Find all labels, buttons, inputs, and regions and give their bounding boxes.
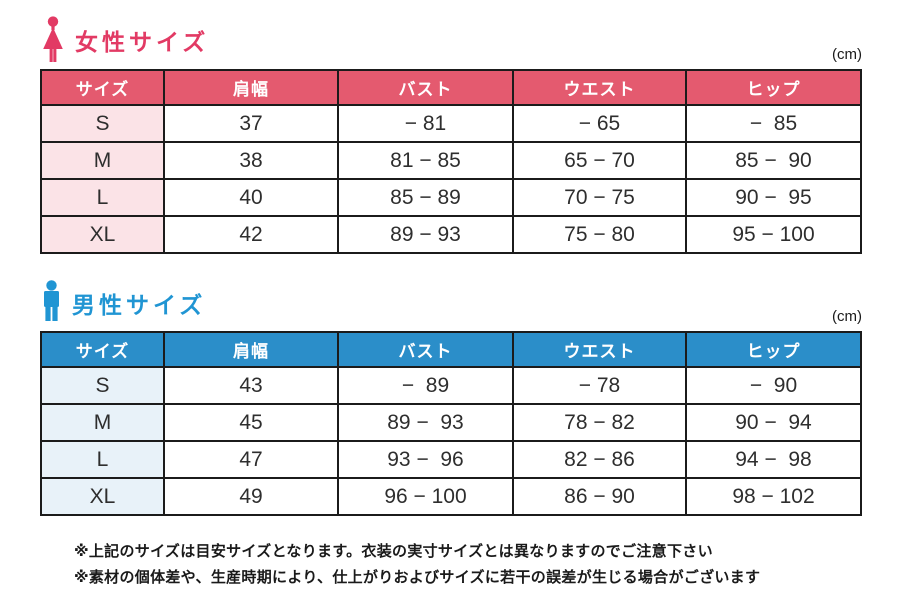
cell-bust: 96 − 100 bbox=[337, 477, 514, 516]
table-row: M 38 81 − 85 65 − 70 85 − 90 bbox=[40, 141, 862, 180]
cell-size: M bbox=[40, 141, 165, 180]
cell-waist: 75 − 80 bbox=[512, 215, 687, 254]
table-header-row: サイズ 肩幅 バスト ウエスト ヒップ bbox=[40, 69, 862, 106]
cell-waist: 82 − 86 bbox=[512, 440, 687, 479]
cell-size: XL bbox=[40, 215, 165, 254]
note-line-1: ※上記のサイズは目安サイズとなります。衣装の実寸サイズとは異なりますのでご注意下… bbox=[74, 543, 713, 560]
cell-size: XL bbox=[40, 477, 165, 516]
cell-hip: 85 − 90 bbox=[685, 141, 862, 180]
cell-shoulder: 45 bbox=[163, 403, 339, 442]
column-header-bust: バスト bbox=[337, 69, 514, 106]
cell-hip: 90 − 94 bbox=[685, 403, 862, 442]
cell-bust: 93 − 96 bbox=[337, 440, 514, 479]
cell-hip: 94 − 98 bbox=[685, 440, 862, 479]
men-size-table: サイズ 肩幅 バスト ウエスト ヒップ S 43 − 89 − 78 − 90 … bbox=[40, 331, 862, 516]
cell-waist: 78 − 82 bbox=[512, 403, 687, 442]
table-header-row: サイズ 肩幅 バスト ウエスト ヒップ bbox=[40, 331, 862, 368]
cell-size: M bbox=[40, 403, 165, 442]
cell-hip: 95 − 100 bbox=[685, 215, 862, 254]
unit-label: (cm) bbox=[832, 46, 862, 63]
men-section-header: 男性サイズ (cm) bbox=[40, 278, 862, 326]
cell-bust: 89 − 93 bbox=[337, 215, 514, 254]
cell-shoulder: 38 bbox=[163, 141, 339, 180]
table-row: L 47 93 − 96 82 − 86 94 − 98 bbox=[40, 440, 862, 479]
cell-shoulder: 37 bbox=[163, 104, 339, 143]
cell-hip: − 85 bbox=[685, 104, 862, 143]
cell-hip: − 90 bbox=[685, 366, 862, 405]
cell-shoulder: 49 bbox=[163, 477, 339, 516]
table-row: XL 49 96 − 100 86 − 90 98 − 102 bbox=[40, 477, 862, 516]
column-header-waist: ウエスト bbox=[512, 331, 687, 368]
men-size-section: 男性サイズ (cm) サイズ 肩幅 バスト ウエスト ヒップ S 43 bbox=[40, 278, 862, 516]
cell-shoulder: 47 bbox=[163, 440, 339, 479]
cell-bust: 85 − 89 bbox=[337, 178, 514, 217]
notes: ※上記のサイズは目安サイズとなります。衣装の実寸サイズとは異なりますのでご注意下… bbox=[74, 540, 862, 587]
cell-waist: 86 − 90 bbox=[512, 477, 687, 516]
cell-waist: − 65 bbox=[512, 104, 687, 143]
cell-hip: 98 − 102 bbox=[685, 477, 862, 516]
cell-bust: 89 − 93 bbox=[337, 403, 514, 442]
cell-bust: − 89 bbox=[337, 366, 514, 405]
cell-bust: − 81 bbox=[337, 104, 514, 143]
column-header-size: サイズ bbox=[40, 331, 165, 368]
women-size-section: 女性サイズ (cm) サイズ 肩幅 バスト ウエスト ヒップ S 37 bbox=[40, 16, 862, 254]
women-section-header: 女性サイズ (cm) bbox=[40, 16, 862, 64]
table-row: S 37 − 81 − 65 − 85 bbox=[40, 104, 862, 143]
women-size-table: サイズ 肩幅 バスト ウエスト ヒップ S 37 − 81 − 65 − 85 … bbox=[40, 69, 862, 254]
column-header-shoulder: 肩幅 bbox=[163, 331, 339, 368]
column-header-waist: ウエスト bbox=[512, 69, 687, 106]
cell-size: L bbox=[40, 440, 165, 479]
women-section-title: 女性サイズ bbox=[75, 29, 210, 55]
cell-size: L bbox=[40, 178, 165, 217]
cell-shoulder: 40 bbox=[163, 178, 339, 217]
cell-shoulder: 43 bbox=[163, 366, 339, 405]
cell-waist: 70 − 75 bbox=[512, 178, 687, 217]
column-header-hip: ヒップ bbox=[685, 331, 862, 368]
table-row: M 45 89 − 93 78 − 82 90 − 94 bbox=[40, 403, 862, 442]
cell-hip: 90 − 95 bbox=[685, 178, 862, 217]
table-row: XL 42 89 − 93 75 − 80 95 − 100 bbox=[40, 215, 862, 254]
column-header-shoulder: 肩幅 bbox=[163, 69, 339, 106]
cell-size: S bbox=[40, 366, 165, 405]
table-row: L 40 85 − 89 70 − 75 90 − 95 bbox=[40, 178, 862, 217]
female-icon bbox=[43, 16, 63, 62]
column-header-bust: バスト bbox=[337, 331, 514, 368]
unit-label: (cm) bbox=[832, 308, 862, 325]
note-line-2: ※素材の個体差や、生産時期により、仕上がりおよびサイズに若干の誤差が生じる場合が… bbox=[74, 569, 761, 586]
male-icon bbox=[44, 280, 59, 321]
column-header-hip: ヒップ bbox=[685, 69, 862, 106]
column-header-size: サイズ bbox=[40, 69, 165, 106]
cell-size: S bbox=[40, 104, 165, 143]
men-section-title: 男性サイズ bbox=[72, 292, 207, 318]
cell-waist: 65 − 70 bbox=[512, 141, 687, 180]
cell-shoulder: 42 bbox=[163, 215, 339, 254]
table-row: S 43 − 89 − 78 − 90 bbox=[40, 366, 862, 405]
cell-bust: 81 − 85 bbox=[337, 141, 514, 180]
cell-waist: − 78 bbox=[512, 366, 687, 405]
